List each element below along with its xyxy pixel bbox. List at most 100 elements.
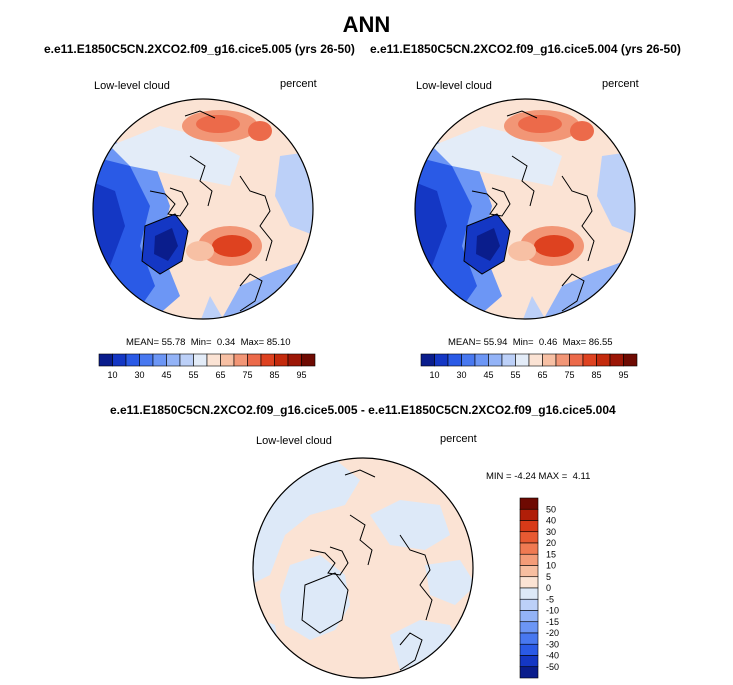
diff-min-value: -4.24 bbox=[514, 471, 536, 482]
colorbar-tick-label: -40 bbox=[546, 651, 559, 661]
colorbar-box bbox=[98, 353, 113, 367]
colorbar-box bbox=[233, 353, 248, 367]
colorbar-box bbox=[206, 353, 221, 367]
colorbar-box bbox=[519, 576, 539, 589]
colorbar-tick-label: -5 bbox=[546, 594, 554, 604]
colorbar-tick-label: -30 bbox=[546, 639, 559, 649]
panel-1-stats: MEAN= 55.78 Min= 0.34 Max= 85.10 bbox=[126, 337, 291, 348]
colorbar-tick-label: -10 bbox=[546, 606, 559, 616]
colorbar-tick-label: 0 bbox=[546, 583, 551, 593]
colorbar-tick-label: 95 bbox=[296, 370, 306, 380]
panel-1-case-title: e.e11.E1850C5CN.2XCO2.f09_g16.cice5.005 … bbox=[44, 42, 355, 56]
colorbar-box bbox=[519, 643, 539, 656]
colorbar-box bbox=[519, 553, 539, 566]
panel-2-colorbar: 10 30 45 55 65 75 85 95 bbox=[420, 353, 638, 380]
colorbar-tick-label: 45 bbox=[483, 370, 493, 380]
colorbar-box bbox=[488, 353, 503, 367]
colorbar-box bbox=[569, 353, 584, 367]
colorbar-tick-label: 15 bbox=[546, 549, 556, 559]
colorbar-box bbox=[220, 353, 235, 367]
colorbar-tick-label: 85 bbox=[269, 370, 279, 380]
colorbar-box bbox=[519, 666, 539, 679]
colorbar-box bbox=[179, 353, 194, 367]
colorbar-box bbox=[623, 353, 638, 367]
panel-1-mean-label: MEAN= bbox=[126, 337, 159, 348]
colorbar-box bbox=[519, 542, 539, 555]
panel-1-min-value: 0.34 bbox=[216, 337, 236, 348]
colorbar-box bbox=[519, 565, 539, 578]
colorbar-tick-label: 20 bbox=[546, 538, 556, 548]
colorbar-box bbox=[274, 353, 289, 367]
colorbar-tick-label: 55 bbox=[188, 370, 198, 380]
panel-2-mean-value: 55.94 bbox=[483, 337, 508, 348]
colorbar-box bbox=[112, 353, 127, 367]
colorbar-box bbox=[501, 353, 516, 367]
colorbar-box bbox=[474, 353, 489, 367]
colorbar-tick-label: 75 bbox=[242, 370, 252, 380]
colorbar-tick-label: 10 bbox=[546, 561, 556, 571]
panel-1-units-label: percent bbox=[280, 78, 317, 90]
colorbar-box bbox=[596, 353, 611, 367]
diff-min-label: MIN = bbox=[486, 471, 512, 482]
colorbar-box bbox=[519, 520, 539, 533]
panel-1-variable-label: Low-level cloud bbox=[94, 80, 170, 92]
colorbar-box bbox=[542, 353, 557, 367]
panel-2-map bbox=[414, 98, 636, 320]
colorbar-box bbox=[519, 621, 539, 634]
colorbar-tick-label: 45 bbox=[161, 370, 171, 380]
colorbar-box bbox=[519, 531, 539, 544]
colorbar-tick-label: 85 bbox=[591, 370, 601, 380]
colorbar-box bbox=[420, 353, 435, 367]
colorbar-box bbox=[434, 353, 449, 367]
colorbar-box bbox=[139, 353, 154, 367]
colorbar-box bbox=[528, 353, 543, 367]
panel-2-min-value: 0.46 bbox=[538, 337, 558, 348]
diff-max-label: MAX = bbox=[538, 471, 568, 482]
panel-2-max-label: Max= bbox=[562, 337, 587, 348]
colorbar-tick-label: 30 bbox=[546, 527, 556, 537]
diff-variable-label: Low-level cloud bbox=[256, 435, 332, 447]
panel-2-case-title: e.e11.E1850C5CN.2XCO2.f09_g16.cice5.004 … bbox=[370, 42, 681, 56]
main-title: ANN bbox=[342, 12, 391, 37]
colorbar-tick-label: -15 bbox=[546, 617, 559, 627]
colorbar-box bbox=[247, 353, 262, 367]
colorbar-tick-label: 30 bbox=[456, 370, 466, 380]
colorbar-box bbox=[260, 353, 275, 367]
colorbar-box bbox=[519, 632, 539, 645]
panel-1-max-label: Max= bbox=[240, 337, 265, 348]
colorbar-tick-label: 95 bbox=[618, 370, 628, 380]
colorbar-box bbox=[166, 353, 181, 367]
panel-2-variable-label: Low-level cloud bbox=[416, 80, 492, 92]
colorbar-tick-label: 55 bbox=[510, 370, 520, 380]
colorbar-box bbox=[519, 587, 539, 600]
diff-units-label: percent bbox=[440, 433, 477, 445]
colorbar-box bbox=[125, 353, 140, 367]
panel-2-mean-label: MEAN= bbox=[448, 337, 481, 348]
colorbar-box bbox=[519, 497, 539, 510]
panel-1-mean-value: 55.78 bbox=[161, 337, 186, 348]
colorbar-box bbox=[152, 353, 167, 367]
colorbar-box bbox=[193, 353, 208, 367]
panel-2-stats: MEAN= 55.94 Min= 0.46 Max= 86.55 bbox=[448, 337, 613, 348]
colorbar-tick-label: -50 bbox=[546, 662, 559, 672]
colorbar-box bbox=[461, 353, 476, 367]
colorbar-box bbox=[582, 353, 597, 367]
colorbar-box bbox=[519, 508, 539, 521]
panel-1-map bbox=[92, 98, 314, 320]
colorbar-box bbox=[447, 353, 462, 367]
colorbar-box bbox=[519, 610, 539, 623]
colorbar-tick-label: 65 bbox=[537, 370, 547, 380]
panel-2-min-label: Min= bbox=[512, 337, 534, 348]
colorbar-tick-label: 10 bbox=[107, 370, 117, 380]
panel-1-min-label: Min= bbox=[190, 337, 212, 348]
colorbar-box bbox=[287, 353, 302, 367]
colorbar-tick-label: -20 bbox=[546, 628, 559, 638]
diff-max-value: 4.11 bbox=[572, 471, 591, 482]
diff-title: e.e11.E1850C5CN.2XCO2.f09_g16.cice5.005 … bbox=[110, 403, 616, 417]
colorbar-tick-label: 10 bbox=[429, 370, 439, 380]
colorbar-tick-label: 75 bbox=[564, 370, 574, 380]
diff-map bbox=[252, 457, 474, 679]
colorbar-box bbox=[519, 655, 539, 668]
panel-2-units-label: percent bbox=[602, 78, 639, 90]
diff-field bbox=[253, 458, 473, 678]
